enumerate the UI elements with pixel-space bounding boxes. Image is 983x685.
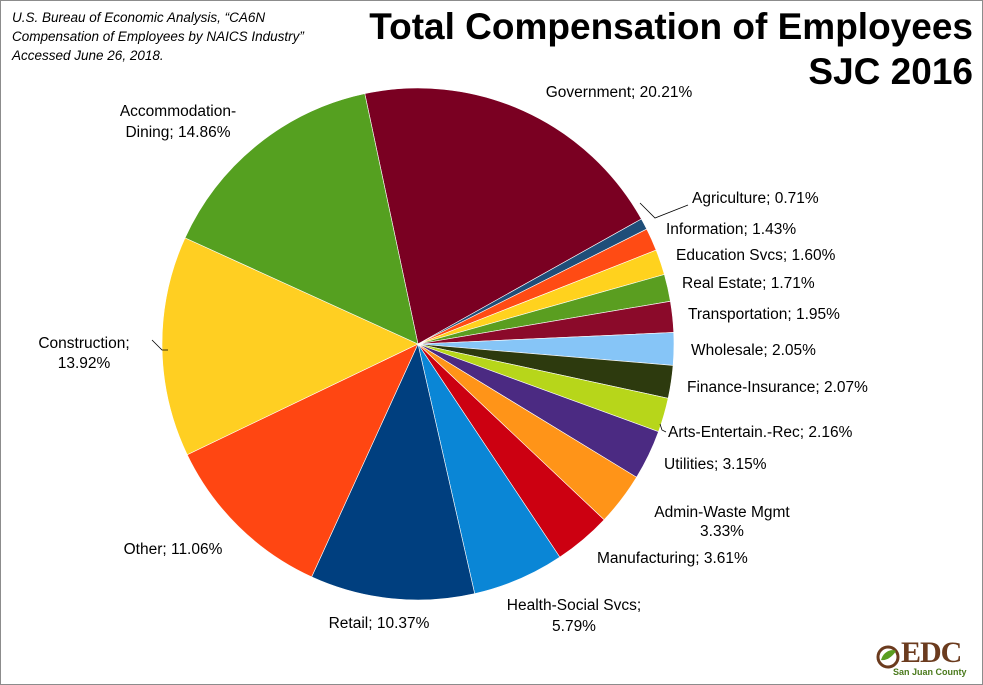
- slice-label-education-svcs: Education Svcs; 1.60%: [676, 247, 836, 264]
- chart-title-line-2: SJC 2016: [808, 51, 973, 92]
- source-line-2: Compensation of Employees by NAICS Indus…: [12, 29, 304, 44]
- slice-labels: Government; 20.21% Agriculture; 0.71% Info…: [38, 84, 868, 635]
- pie-slice-other: [186, 343, 419, 578]
- slice-label-finance-insurance: Finance-Insurance; 2.07%: [687, 379, 868, 396]
- pie-slice-accommodation-dining: [184, 93, 419, 345]
- slice-label-admin-waste-mgmt: Admin-Waste Mgmt 3.33%: [654, 504, 790, 540]
- slice-label-information: Information; 1.43%: [666, 221, 796, 238]
- source-line-1: U.S. Bureau of Economic Analysis, “CA6N: [12, 10, 266, 25]
- pie-slice-retail: [311, 343, 476, 601]
- logo-subtext: San Juan County: [893, 667, 967, 677]
- leader-line: [151, 339, 168, 351]
- pie-slices: [161, 87, 675, 601]
- slice-label-agriculture: Agriculture; 0.71%: [692, 190, 819, 207]
- pie-slice-government: [364, 87, 642, 345]
- leader-lines: [151, 202, 689, 433]
- slice-label-health-social-svcs: Health-Social Svcs; 5.79%: [507, 597, 641, 635]
- source-line-3: Accessed June 26, 2018.: [12, 48, 164, 63]
- leader-line: [659, 423, 667, 433]
- slice-label-retail: Retail; 10.37%: [329, 615, 430, 632]
- slice-label-wholesale: Wholesale; 2.05%: [691, 342, 816, 359]
- leader-line: [639, 202, 689, 219]
- logo-text: EDC: [901, 636, 962, 669]
- pie-slice-construction: [161, 237, 419, 456]
- chart-title: Total Compensation of Employees SJC 2016: [369, 4, 973, 94]
- chart-title-line-1: Total Compensation of Employees: [369, 6, 973, 47]
- slice-label-arts-entertain-rec: Arts-Entertain.-Rec; 2.16%: [668, 424, 853, 441]
- source-note: U.S. Bureau of Economic Analysis, “CA6N …: [12, 8, 362, 65]
- slice-label-transportation: Transportation; 1.95%: [688, 306, 840, 323]
- slice-label-construction: Construction; 13.92%: [38, 335, 129, 372]
- slice-label-government: Government; 20.21%: [546, 84, 693, 101]
- slice-label-utilities: Utilities; 3.15%: [664, 456, 767, 473]
- slice-label-real-estate: Real Estate; 1.71%: [682, 275, 815, 292]
- slice-label-accommodation-dining: Accommodation-Dining; 14.86%: [120, 103, 236, 141]
- slice-label-other: Other; 11.06%: [124, 541, 223, 558]
- leaf-icon: [876, 645, 900, 669]
- slice-label-manufacturing: Manufacturing; 3.61%: [597, 550, 748, 567]
- edc-logo: EDC San Juan County: [875, 636, 967, 680]
